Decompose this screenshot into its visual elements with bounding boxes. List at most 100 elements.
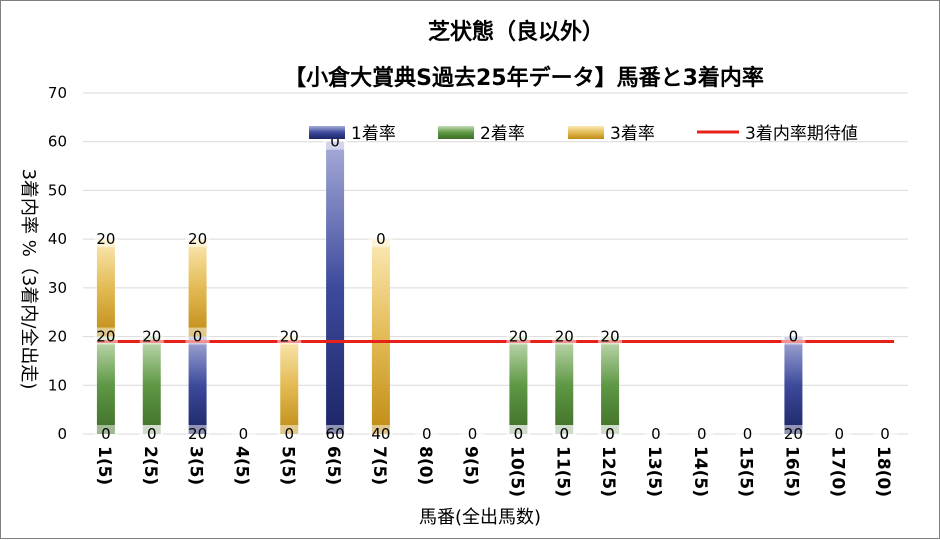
x-tick-label: 12(5) — [598, 446, 618, 497]
legend-swatch-1 — [309, 126, 345, 139]
data-label-bg — [598, 327, 623, 345]
bar-segment — [96, 239, 115, 337]
bar-segment — [326, 141, 345, 434]
data-label: 20 — [96, 230, 115, 248]
bar-segment — [601, 336, 620, 434]
bar-segment — [784, 336, 803, 434]
data-label: 20 — [188, 425, 207, 443]
x-tick-label: 18(0) — [873, 446, 893, 497]
y-axis-title: 3着内率 %（3着内/全出走) — [18, 169, 39, 390]
data-label: 0 — [101, 425, 111, 443]
bar-segment — [555, 336, 574, 434]
data-label: 0 — [330, 133, 340, 151]
bars — [96, 141, 803, 434]
data-label-bg — [185, 327, 210, 345]
x-tick-label: 10(5) — [506, 446, 526, 497]
bar-segment — [280, 336, 299, 434]
data-label-bg — [643, 425, 668, 442]
y-axis-ticks: 0 10 20 30 40 50 60 70 — [48, 84, 67, 443]
x-tick-label: 3(5) — [186, 446, 206, 485]
x-tick-label: 2(5) — [140, 446, 160, 485]
data-label-bg — [460, 425, 485, 442]
data-label: 0 — [514, 425, 524, 443]
data-label: 20 — [142, 328, 161, 346]
x-tick-label: 4(5) — [231, 446, 251, 485]
legend-label-reference: 3着内率期待値 — [745, 124, 858, 144]
x-tick-label: 17(0) — [827, 446, 847, 497]
x-tick-label: 7(5) — [369, 446, 389, 485]
data-label-bg — [827, 425, 852, 442]
data-label-bg — [598, 425, 623, 442]
x-tick-label: 9(5) — [461, 446, 481, 485]
x-tick-label: 15(5) — [736, 446, 756, 497]
data-label-bg — [506, 425, 531, 442]
legend-label-1: 1着率 — [351, 124, 396, 144]
bar-segment — [188, 239, 207, 337]
y-tick-label: 10 — [48, 376, 67, 394]
data-label: 20 — [188, 230, 207, 248]
data-label: 0 — [834, 425, 844, 443]
data-label-bg — [185, 425, 210, 442]
bar-segment — [96, 336, 115, 434]
data-label: 0 — [468, 425, 478, 443]
data-label-bg — [781, 327, 806, 345]
data-label-bg — [231, 425, 256, 442]
bar-segment — [509, 336, 528, 434]
x-tick-label: 13(5) — [644, 446, 664, 497]
data-label-bg — [368, 230, 393, 248]
data-label-bg — [277, 425, 302, 442]
legend-swatch-2 — [438, 126, 474, 139]
data-label-bg — [323, 425, 348, 442]
data-label: 20 — [280, 328, 299, 346]
data-label: 0 — [284, 425, 294, 443]
data-label-bg — [781, 425, 806, 442]
data-label: 0 — [743, 425, 753, 443]
x-tick-label: 5(5) — [277, 446, 297, 485]
data-label-bg — [506, 327, 531, 345]
data-label: 20 — [509, 328, 528, 346]
bar-segment — [188, 336, 207, 434]
data-labels: 0 20 20 0 20 0 20 0 20 0 0 20 60 0 40 0 0 0 0 20 0 0 20 0 0 20 0 0 0… — [93, 132, 898, 443]
data-label-bg — [735, 425, 760, 442]
data-label-bg — [139, 327, 164, 345]
legend-swatch-3 — [568, 126, 604, 139]
data-label: 0 — [239, 425, 249, 443]
data-label: 0 — [651, 425, 661, 443]
data-label: 0 — [605, 425, 615, 443]
data-label: 20 — [555, 328, 574, 346]
x-tick-label: 1(5) — [94, 446, 114, 485]
chart-subtitle: 【小倉大賞典S過去25年データ】馬番と3着内率 — [284, 65, 764, 91]
x-tick-label: 6(5) — [323, 446, 343, 485]
y-tick-label: 30 — [48, 279, 67, 297]
data-label: 60 — [326, 425, 345, 443]
data-label: 0 — [559, 425, 569, 443]
data-label: 0 — [147, 425, 157, 443]
y-tick-label: 70 — [48, 84, 67, 102]
chart-title: 芝状態（良以外） — [428, 19, 604, 45]
y-tick-label: 0 — [57, 425, 67, 443]
x-tick-label: 8(0) — [415, 446, 435, 485]
x-axis-title: 馬番(全出馬数) — [419, 507, 541, 528]
x-tick-label: 16(5) — [781, 446, 801, 497]
data-label: 20 — [784, 425, 803, 443]
data-label-bg — [93, 327, 118, 345]
data-label: 20 — [601, 328, 620, 346]
data-label-bg — [552, 327, 577, 345]
data-label-bg — [93, 230, 118, 248]
gridlines — [83, 92, 908, 435]
bar-segment — [142, 336, 161, 434]
legend: 1着率 2着率 3着率 3着内率期待値 — [309, 124, 858, 144]
data-label: 0 — [422, 425, 432, 443]
y-tick-label: 40 — [48, 230, 67, 248]
x-axis-ticks: 1(5) 2(5) 3(5) 4(5) 5(5) 6(5) 7(5) 8(0) 9(5) 10(5… — [94, 446, 893, 497]
legend-label-3: 3着率 — [610, 124, 655, 144]
bar-segment — [371, 239, 390, 434]
x-tick-label: 14(5) — [690, 446, 710, 497]
data-label-bg — [139, 425, 164, 442]
data-label-bg — [185, 230, 210, 248]
y-tick-label: 60 — [48, 133, 67, 151]
data-label-bg — [277, 327, 302, 345]
y-tick-label: 20 — [48, 328, 67, 346]
data-label-bg — [414, 425, 439, 442]
